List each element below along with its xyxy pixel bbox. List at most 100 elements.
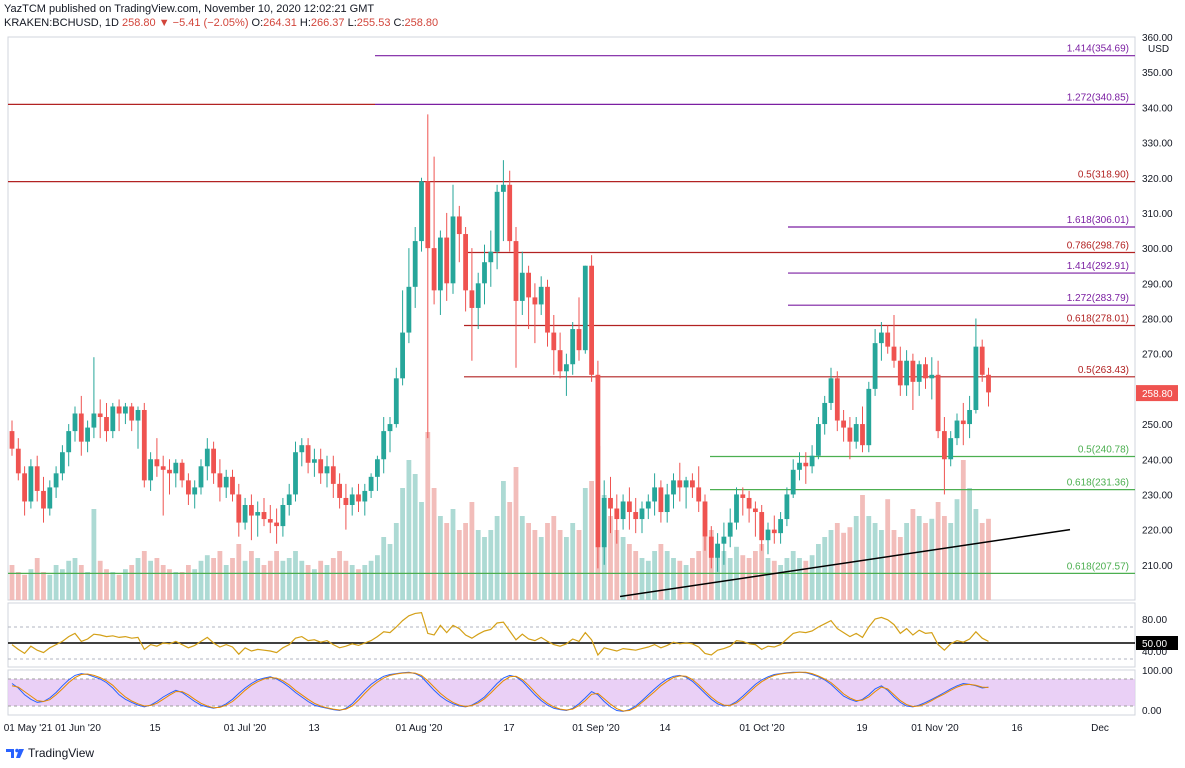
time-axis-tick: 14	[659, 723, 671, 734]
stoch-axis-tick: 0.00	[1142, 706, 1162, 717]
high-value: 266.37	[310, 17, 345, 29]
volume-bar	[236, 544, 242, 600]
volume-bar	[671, 558, 676, 600]
fib-level-label: 1.414(292.91)	[1067, 261, 1129, 272]
volume-bar	[293, 551, 298, 600]
candle-body	[740, 494, 746, 498]
candle-body	[803, 462, 809, 467]
volume-bar	[9, 565, 15, 600]
candle-body	[885, 332, 891, 347]
volume-bar	[267, 560, 273, 600]
volume-bar	[375, 555, 380, 600]
volume-bar	[419, 502, 424, 600]
volume-bar	[507, 502, 513, 600]
candle-body	[242, 504, 248, 523]
stoch-k-line	[11, 671, 989, 712]
candle-body	[375, 459, 380, 477]
volume-bar	[771, 560, 777, 600]
volume-bar	[362, 565, 368, 600]
volume-bar	[696, 551, 702, 600]
volume-bar	[683, 565, 689, 600]
fib-level-label: 1.618(306.01)	[1067, 215, 1129, 226]
candle-body	[160, 466, 166, 470]
volume-bar	[41, 572, 46, 600]
low-value: 255.53	[356, 17, 391, 29]
volume-bar	[15, 572, 21, 600]
candle-body	[456, 216, 462, 235]
volume-bar	[110, 572, 116, 600]
volume-bar	[438, 516, 443, 600]
candle-body	[356, 494, 361, 502]
volume-bar	[66, 560, 72, 600]
volume-bar	[211, 558, 216, 600]
candle-body	[482, 262, 487, 284]
candle-body	[123, 406, 128, 414]
volume-bar	[954, 499, 960, 600]
volume-bar	[368, 560, 374, 600]
volume-bar	[129, 565, 135, 600]
symbol-label: KRAKEN:BCHUSD, 1D	[4, 17, 119, 29]
candle-body	[318, 459, 324, 474]
price-axis-tick: 210.00	[1142, 561, 1173, 572]
candle-body	[34, 466, 40, 491]
ohlc-line: KRAKEN:BCHUSD, 1D 258.80 ▼ −5.41 (−2.05%…	[4, 17, 438, 29]
candle-body	[368, 476, 374, 491]
price-axis-tick: 280.00	[1142, 315, 1173, 326]
volume-bar	[135, 558, 141, 600]
candle-body	[923, 364, 928, 379]
candle-body	[538, 286, 544, 305]
candle-body	[614, 508, 620, 520]
stoch-d-line	[11, 671, 989, 712]
rsi-pane-frame	[7, 602, 1136, 668]
candle-body	[198, 466, 204, 488]
volume-bar	[280, 560, 286, 600]
fib-level-label: 0.618(207.57)	[1067, 561, 1129, 572]
volume-bar	[85, 572, 90, 600]
candle-body	[834, 378, 840, 421]
volume-bar	[702, 537, 708, 600]
volume-bar	[986, 518, 991, 600]
volume-bar	[456, 530, 462, 600]
volume-bar	[627, 544, 632, 600]
candle-body	[475, 283, 481, 308]
candle-body	[639, 508, 645, 520]
candle-body	[708, 536, 714, 558]
candle-body	[753, 508, 758, 513]
time-axis-tick: 01 Oct '20	[739, 723, 785, 734]
volume-bar	[652, 551, 657, 600]
volume-bar	[860, 495, 865, 600]
volume-bar	[286, 558, 292, 600]
candle-body	[715, 543, 720, 558]
volume-bar	[116, 574, 122, 600]
candle-body	[362, 490, 368, 502]
footer-brand[interactable]: TradingView	[6, 746, 94, 760]
volume-bar	[576, 530, 582, 600]
candle-body	[897, 360, 903, 386]
candle-body	[66, 431, 72, 453]
candle-body	[797, 462, 802, 470]
volume-bar	[765, 558, 771, 600]
volume-bar	[532, 530, 538, 600]
last-price-tag-bg	[1136, 385, 1178, 402]
candle-body	[771, 529, 777, 534]
volume-bar	[78, 565, 84, 600]
price-chart[interactable]: 1.414(354.69) 1.272(340.85) 0.5(318.90) 1.6…	[0, 0, 1185, 744]
candle-body	[299, 445, 305, 453]
candle-body	[765, 529, 771, 541]
candle-body	[822, 402, 828, 425]
candle-body	[293, 452, 298, 495]
candle-body	[337, 483, 342, 498]
candle-body	[324, 466, 330, 474]
volume-bar	[935, 502, 941, 600]
candle-body	[570, 329, 576, 365]
price-axis-tick: 290.00	[1142, 279, 1173, 290]
volume-bar	[809, 555, 815, 600]
time-axis-tick: 01 May '21	[4, 723, 53, 734]
candle-body	[929, 374, 935, 379]
candle-body	[349, 494, 355, 505]
volume-bar	[299, 560, 305, 600]
volume-bar	[104, 569, 109, 600]
candle-body	[778, 519, 783, 534]
candle-body	[551, 332, 557, 351]
time-axis-tick: 01 Aug '20	[396, 723, 443, 734]
